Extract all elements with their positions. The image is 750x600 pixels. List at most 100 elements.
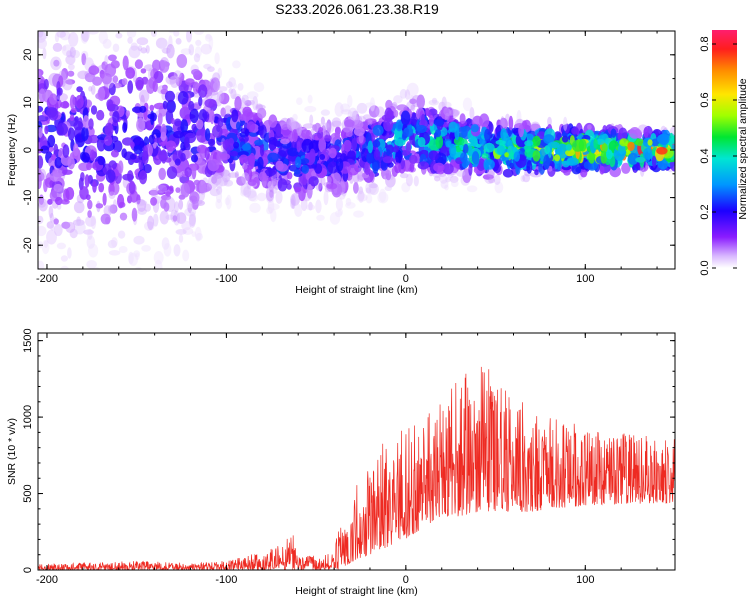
spectral-blob [189,211,196,226]
spectral-blob [433,162,445,173]
spectral-blob [300,129,310,139]
spectral-blob [55,19,60,30]
spectral-blob [583,161,591,170]
spectral-blob [425,107,430,116]
spectral-blob [324,134,332,142]
spectral-blob [463,143,469,154]
spectral-blob [198,109,208,123]
spectral-blob [38,115,49,122]
spectral-blob [513,151,520,162]
spectral-blob [247,179,257,187]
spectral-blob [286,171,293,180]
spectral-blob [155,184,167,194]
snr-trace [38,366,675,570]
spectral-blob [329,212,341,225]
spectral-blob [122,55,129,71]
spectral-blob [118,246,128,253]
spectral-blob [496,145,505,155]
spectral-blob [279,117,291,131]
spectral-blob [49,93,58,105]
spectrogram-ytick-label: 20 [22,49,34,61]
spectral-blob [73,201,85,214]
spectral-blob [128,45,141,59]
spectral-blob [242,163,248,170]
spectral-blob [163,61,170,67]
spectral-blob [227,137,235,151]
spectral-blob [442,163,454,175]
spectral-blob [500,116,505,131]
spectral-blob [308,176,319,187]
spectral-blob [635,156,646,163]
spectral-blob [209,188,221,197]
spectral-blob [38,88,46,103]
spectral-blob [196,179,207,194]
spectral-blob [73,271,82,282]
colorbar-gradient [712,30,737,268]
spectral-blob [103,75,115,89]
spectral-blob [231,109,239,123]
spectral-blob [195,119,204,130]
spectral-blob [234,171,239,179]
spectral-blob [194,46,202,58]
spectral-blob [228,88,234,94]
spectral-blob [335,197,343,211]
spectral-blob [159,210,169,225]
spectral-blob [522,173,531,183]
spectral-blob [127,36,133,44]
spectral-blob [156,18,167,28]
spectral-blob [441,101,452,109]
spectral-blob [394,162,402,174]
spectral-blob [211,176,218,184]
spectral-blob [81,126,89,141]
spectral-blob [270,208,277,223]
colorbar-tick-label: 0.0 [699,260,711,275]
spectral-blob [326,119,332,133]
spectral-blob [417,137,426,148]
snr-line [38,366,675,570]
spectral-blob [38,260,45,269]
spectral-blob [267,199,275,214]
spectral-blob [216,186,223,195]
spectral-blob [494,181,504,194]
spectral-blob [240,154,248,160]
spectral-blob [482,174,494,180]
spectral-blob [95,203,104,209]
spectral-blob [353,210,364,218]
spectral-blob [174,158,181,166]
spectral-blob [156,189,166,195]
spectral-blob [629,126,641,139]
spectral-blob [175,76,182,87]
spectral-blob [294,186,302,193]
spectral-blob [108,182,115,196]
spectral-blob [112,43,120,53]
spectral-blob [115,31,119,33]
spectral-blob [100,213,111,225]
spectral-blob [174,118,182,127]
spectral-blob [296,123,303,136]
spectral-blob [167,31,177,34]
spectral-blob [46,221,54,229]
spectral-blob [627,152,639,165]
spectral-blob [483,142,495,153]
spectral-blob [406,82,419,97]
spectral-blob [65,79,76,85]
colorbar-tick-label: 0.8 [699,36,711,51]
spectral-blob [87,199,93,210]
spectral-blob [449,175,459,183]
spectral-blob [295,156,302,168]
spectral-blob [240,182,250,196]
spectral-blob [71,50,80,59]
spectral-blob [470,124,479,133]
spectral-blob [56,31,67,38]
spectral-blob [155,37,168,49]
spectral-blob [208,89,219,96]
spectral-blob [544,145,551,155]
spectral-blob [428,150,439,161]
spectral-blob [87,228,93,240]
spectral-blob [122,173,134,181]
spectral-blob [347,107,359,123]
spectral-blob [68,32,79,47]
spectral-blob [378,188,387,203]
spectral-blob [97,86,106,102]
spectral-blob [257,192,267,202]
